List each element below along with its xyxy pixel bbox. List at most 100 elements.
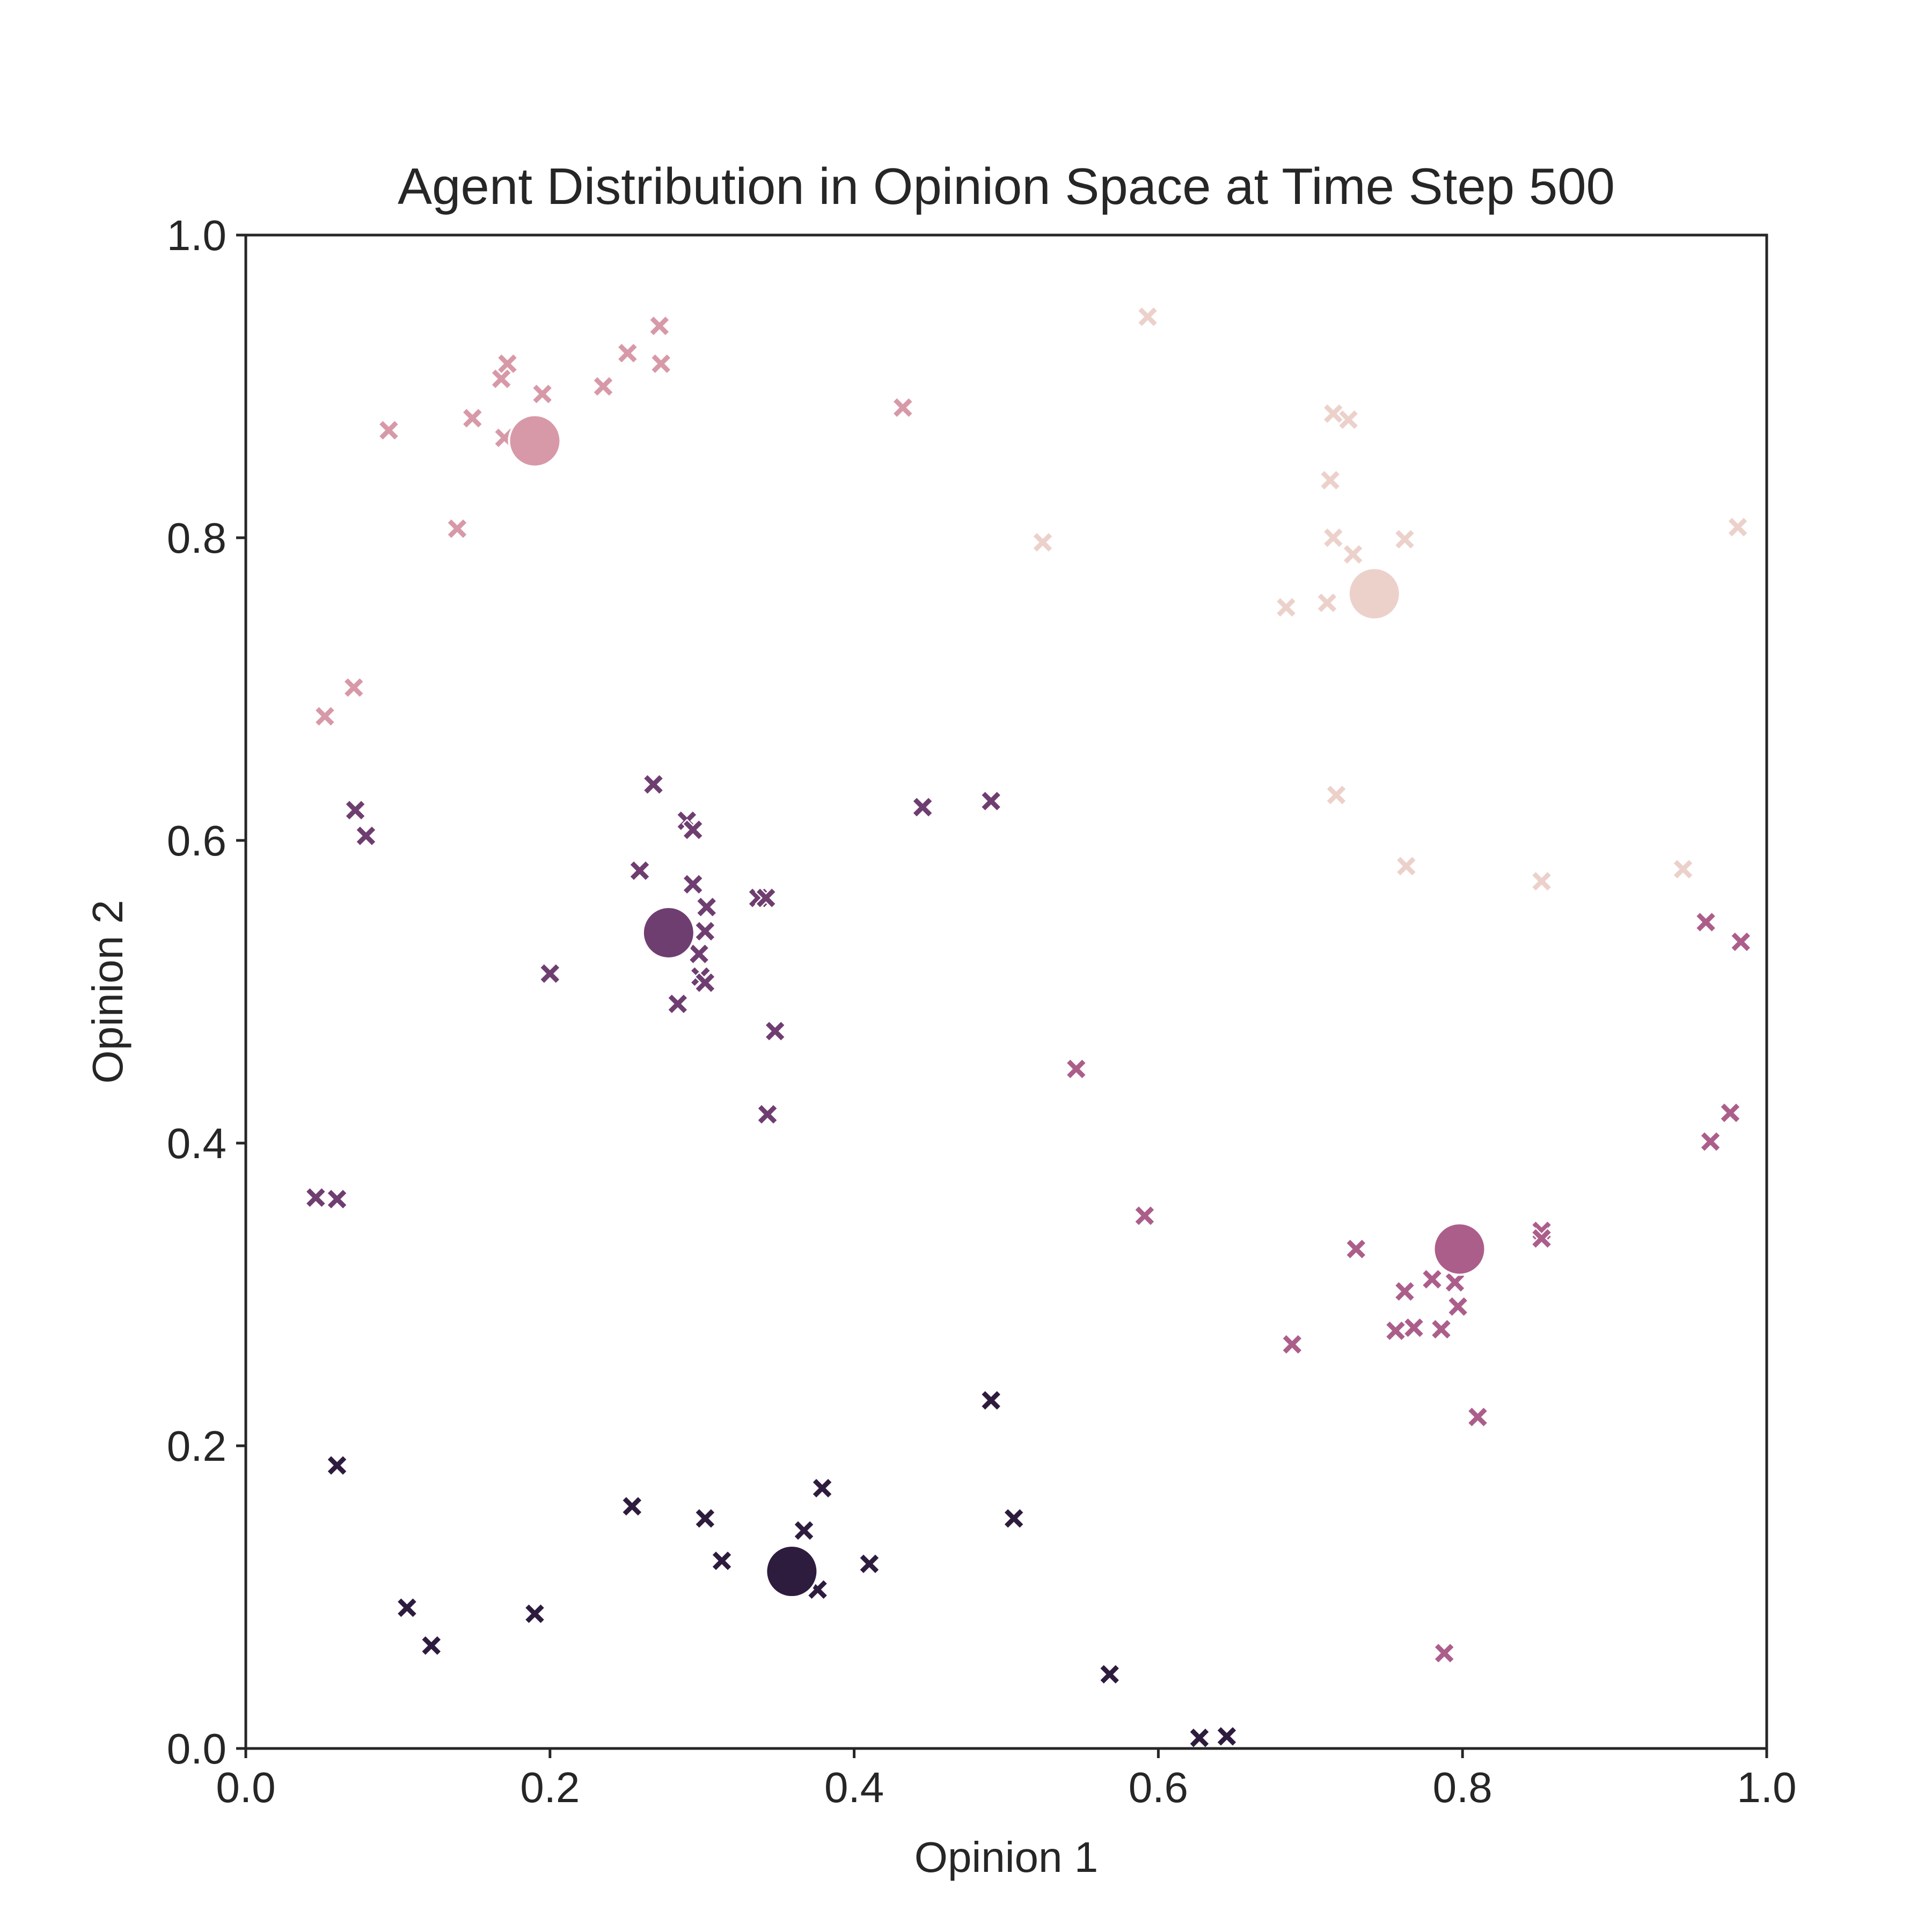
agent-point: [1726, 516, 1749, 539]
agent-point: [1393, 1280, 1416, 1303]
y-tick-label: 0.2: [167, 1422, 226, 1470]
y-tick-label: 0.0: [167, 1725, 226, 1773]
agent-point: [621, 1495, 643, 1518]
cluster-5: [326, 1389, 1238, 1750]
agent-point: [523, 1602, 546, 1625]
agent-point: [1098, 1663, 1121, 1686]
agent-point: [1530, 870, 1553, 892]
agent-point: [1136, 305, 1159, 328]
x-tick-label: 0.0: [216, 1763, 275, 1811]
agent-point: [377, 419, 400, 442]
x-tick-label: 0.8: [1433, 1763, 1492, 1811]
agent-point: [1065, 1058, 1088, 1080]
agent-point: [682, 818, 704, 841]
cluster-2: [1031, 305, 1749, 892]
agent-point: [1002, 1507, 1025, 1530]
agent-point: [642, 773, 665, 796]
agent-point: [1730, 931, 1752, 953]
cluster-1: [313, 314, 914, 728]
agent-point: [304, 1186, 327, 1209]
agent-point: [764, 1020, 786, 1043]
agent-point: [1444, 1271, 1466, 1294]
y-tick-label: 0.8: [167, 514, 226, 562]
agent-point: [1188, 1726, 1211, 1750]
agent-point: [858, 1553, 881, 1575]
x-axis: 0.0 0.2 0.4 0.6 0.8 1.0: [216, 1748, 1797, 1811]
agent-point: [1694, 911, 1717, 934]
agent-point: [1325, 784, 1348, 807]
x-tick-label: 0.2: [520, 1763, 580, 1811]
agent-point: [1319, 469, 1342, 492]
cluster-3: [304, 773, 1002, 1211]
cluster-centroid: [508, 414, 562, 468]
agent-point: [420, 1634, 443, 1657]
agent-point: [891, 396, 914, 419]
agent-point: [326, 1454, 348, 1477]
x-tick-label: 0.4: [824, 1763, 884, 1811]
agent-point: [531, 383, 554, 405]
agent-point: [539, 962, 561, 985]
agent-point: [616, 342, 639, 364]
cluster-centroid: [765, 1545, 819, 1599]
agent-point: [911, 796, 934, 818]
agent-point: [979, 1389, 1002, 1412]
x-tick-label: 0.6: [1129, 1763, 1188, 1811]
agent-point: [1393, 528, 1416, 551]
agent-point: [979, 789, 1002, 813]
agent-point: [811, 1477, 833, 1499]
agent-point: [1719, 1101, 1741, 1124]
agent-point: [648, 314, 671, 337]
cluster-centroid: [641, 906, 696, 960]
agent-point: [1466, 1406, 1489, 1429]
agent-point: [667, 992, 689, 1015]
agent-point: [1699, 1130, 1722, 1153]
plot-area: [304, 305, 1752, 1750]
agent-point: [355, 824, 377, 847]
agent-point: [694, 1507, 716, 1530]
agent-point: [1342, 543, 1364, 566]
x-tick-label: 1.0: [1737, 1763, 1796, 1811]
agent-point: [1421, 1268, 1444, 1291]
agent-point: [1337, 408, 1360, 431]
agent-point: [711, 1549, 733, 1572]
agent-point: [1031, 531, 1054, 554]
y-axis: 0.0 0.2 0.4 0.6 0.8 1.0: [167, 211, 246, 1773]
cluster-centroid: [1432, 1222, 1487, 1276]
y-tick-label: 0.6: [167, 817, 226, 865]
agent-point: [1281, 1333, 1304, 1356]
agent-point: [687, 942, 711, 965]
agent-point: [694, 971, 716, 994]
agent-point: [1402, 1316, 1425, 1339]
agent-point: [695, 896, 718, 918]
agent-point: [461, 407, 484, 429]
agent-point: [1446, 1295, 1469, 1318]
agent-point: [344, 799, 367, 822]
agent-point: [342, 676, 365, 699]
agent-point: [313, 705, 336, 728]
agent-point: [1672, 858, 1694, 881]
agent-point: [1530, 1227, 1553, 1250]
agent-point: [396, 1596, 419, 1619]
agent-point: [1316, 591, 1338, 614]
agent-point: [649, 352, 672, 375]
x-axis-label: Opinion 1: [914, 1833, 1098, 1881]
chart-title: Agent Distribution in Opinion Space at T…: [398, 158, 1615, 215]
agent-point: [1345, 1238, 1367, 1261]
agent-point: [1433, 1642, 1455, 1665]
agent-point: [1216, 1725, 1238, 1748]
agent-point: [1133, 1204, 1156, 1227]
agent-point: [446, 517, 469, 540]
agent-point: [326, 1188, 348, 1211]
cluster-centroid: [1347, 567, 1401, 621]
agent-point: [628, 859, 651, 882]
cluster-4: [1065, 911, 1752, 1665]
agent-point: [755, 887, 777, 909]
agent-point: [1395, 855, 1418, 877]
y-axis-label: Opinion 2: [84, 900, 131, 1084]
agent-point: [592, 375, 614, 398]
agent-point: [1430, 1318, 1453, 1341]
y-tick-label: 0.4: [167, 1119, 226, 1167]
agent-point: [793, 1519, 815, 1542]
